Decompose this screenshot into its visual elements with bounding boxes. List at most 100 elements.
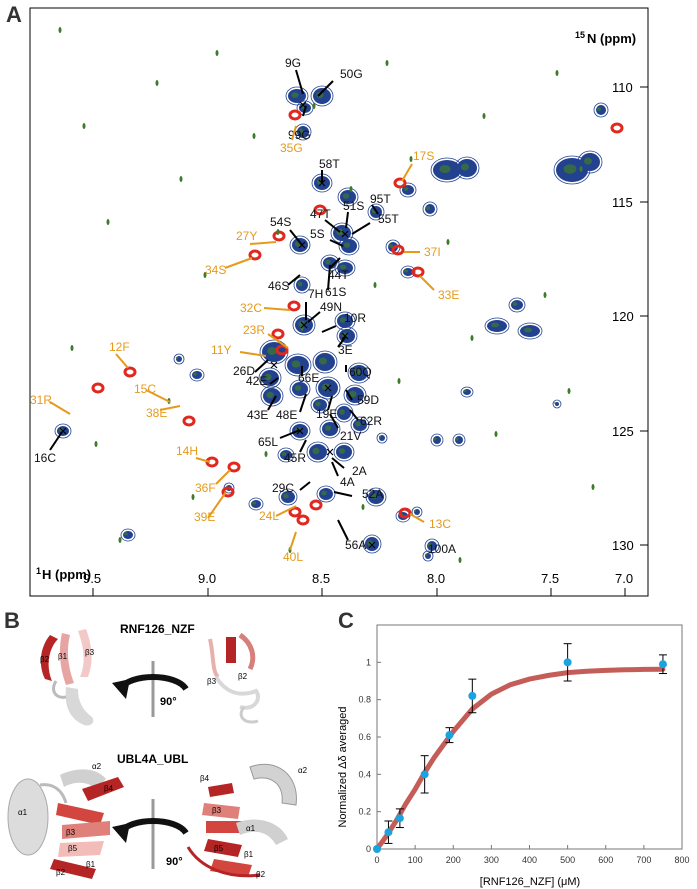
peak-core — [355, 421, 361, 427]
leader-line — [329, 413, 339, 429]
leader-line — [195, 457, 211, 463]
leader-line — [317, 80, 334, 97]
y-tick-label: 0.4 — [358, 769, 371, 779]
peak-contour — [260, 385, 284, 407]
apo-peak — [288, 109, 302, 121]
peak-contour — [120, 528, 136, 542]
nzf-cartoon-left — [40, 629, 94, 726]
data-points — [373, 643, 667, 853]
peak-marker — [341, 332, 349, 340]
x-tick-label: 200 — [446, 855, 461, 865]
peak-core — [319, 357, 327, 365]
peak-label-perturbed: 23R — [243, 323, 265, 337]
peak-contour — [508, 297, 526, 313]
peak-marker — [300, 321, 308, 329]
peak-label-perturbed: 13C — [429, 517, 451, 531]
x-ticks-bottom — [92, 588, 626, 596]
leader-line — [371, 204, 379, 215]
leader-line — [329, 239, 344, 247]
peak-core — [193, 372, 197, 376]
rotation-arrow-icon — [112, 661, 189, 717]
peak-contour — [312, 350, 338, 374]
peak-label: 10R — [344, 311, 366, 325]
leader-line — [287, 274, 301, 286]
peak-label-perturbed: 35G — [280, 141, 303, 155]
noise-peak — [591, 484, 595, 490]
peak-contour — [517, 322, 543, 340]
peak-core — [389, 244, 393, 248]
leader-line — [327, 395, 333, 411]
peak-contour — [310, 85, 334, 107]
leader-line — [239, 351, 267, 357]
peak-core — [439, 165, 451, 173]
peak-label: 47T — [310, 207, 331, 221]
leader-line — [291, 125, 297, 141]
leader-line — [324, 219, 341, 233]
peak-label: 54S — [270, 215, 291, 229]
peak-label: 56A — [345, 538, 366, 552]
apo-peak — [393, 177, 407, 189]
noise-peak — [179, 176, 183, 182]
nmr-spectrum: 110 115 120 125 130 9.5 9.0 8.5 8.0 7.5 … — [29, 7, 649, 597]
peak-core — [597, 107, 601, 111]
peak-core — [124, 532, 128, 536]
data-point — [373, 845, 381, 853]
peak-contour — [347, 362, 371, 384]
peak-core — [315, 401, 321, 407]
peak-marker — [59, 427, 67, 435]
peak-contour — [577, 150, 603, 174]
peak-core — [343, 242, 351, 248]
noise-peak — [385, 60, 389, 66]
y-tick-label: 110 — [612, 80, 633, 95]
peak-marker — [326, 448, 334, 456]
peak-marker — [296, 427, 304, 435]
leader-line — [307, 311, 321, 323]
leader-line — [419, 275, 435, 291]
leader-line — [333, 491, 353, 497]
noise-peak — [70, 345, 74, 351]
peak-core — [312, 447, 320, 455]
x-tick-label: 400 — [522, 855, 537, 865]
peak-label: 51S — [343, 199, 364, 213]
noise-peak — [215, 50, 219, 56]
leader-line — [159, 405, 181, 411]
peak-label: 46S — [268, 279, 289, 293]
leader-line — [401, 163, 413, 182]
ss-label: β3 — [207, 677, 217, 686]
leader-line — [327, 264, 331, 291]
peak-label-perturbed: 14H — [176, 444, 198, 458]
noise-peak — [94, 441, 98, 447]
peak-core — [584, 157, 592, 165]
panel-label-b: B — [4, 608, 20, 633]
peak-core — [339, 317, 347, 323]
apo-peak — [391, 244, 405, 256]
peak-contour — [278, 488, 298, 506]
peak-core — [378, 435, 382, 439]
leader-line — [254, 359, 269, 373]
peak-core — [339, 409, 345, 415]
peak-label: 48E — [276, 408, 297, 422]
leader-line — [267, 333, 289, 349]
peak-label: 44T — [328, 268, 349, 282]
noise-peak — [470, 335, 474, 341]
fit-line — [374, 666, 666, 852]
leader-line — [224, 257, 253, 269]
apo-peak — [610, 122, 624, 134]
x-tick-label: 0 — [374, 855, 379, 865]
peak-label-perturbed: 34S — [205, 263, 226, 277]
leader-line — [275, 505, 297, 517]
data-point — [468, 691, 477, 700]
peak-contour — [292, 314, 316, 336]
leader-line — [337, 519, 349, 541]
peak-label: 95T — [370, 192, 391, 206]
peak-core — [291, 360, 301, 368]
peak-label-perturbed: 36F — [195, 481, 216, 495]
peak-label: 29C — [272, 481, 294, 495]
peak-core — [175, 356, 179, 360]
noise-peak — [118, 537, 122, 543]
x-tick-label: 300 — [484, 855, 499, 865]
peak-contour — [422, 550, 434, 562]
peak-contour — [338, 236, 360, 256]
ss-label: β2 — [56, 868, 66, 877]
peak-label: 16C — [34, 451, 56, 465]
